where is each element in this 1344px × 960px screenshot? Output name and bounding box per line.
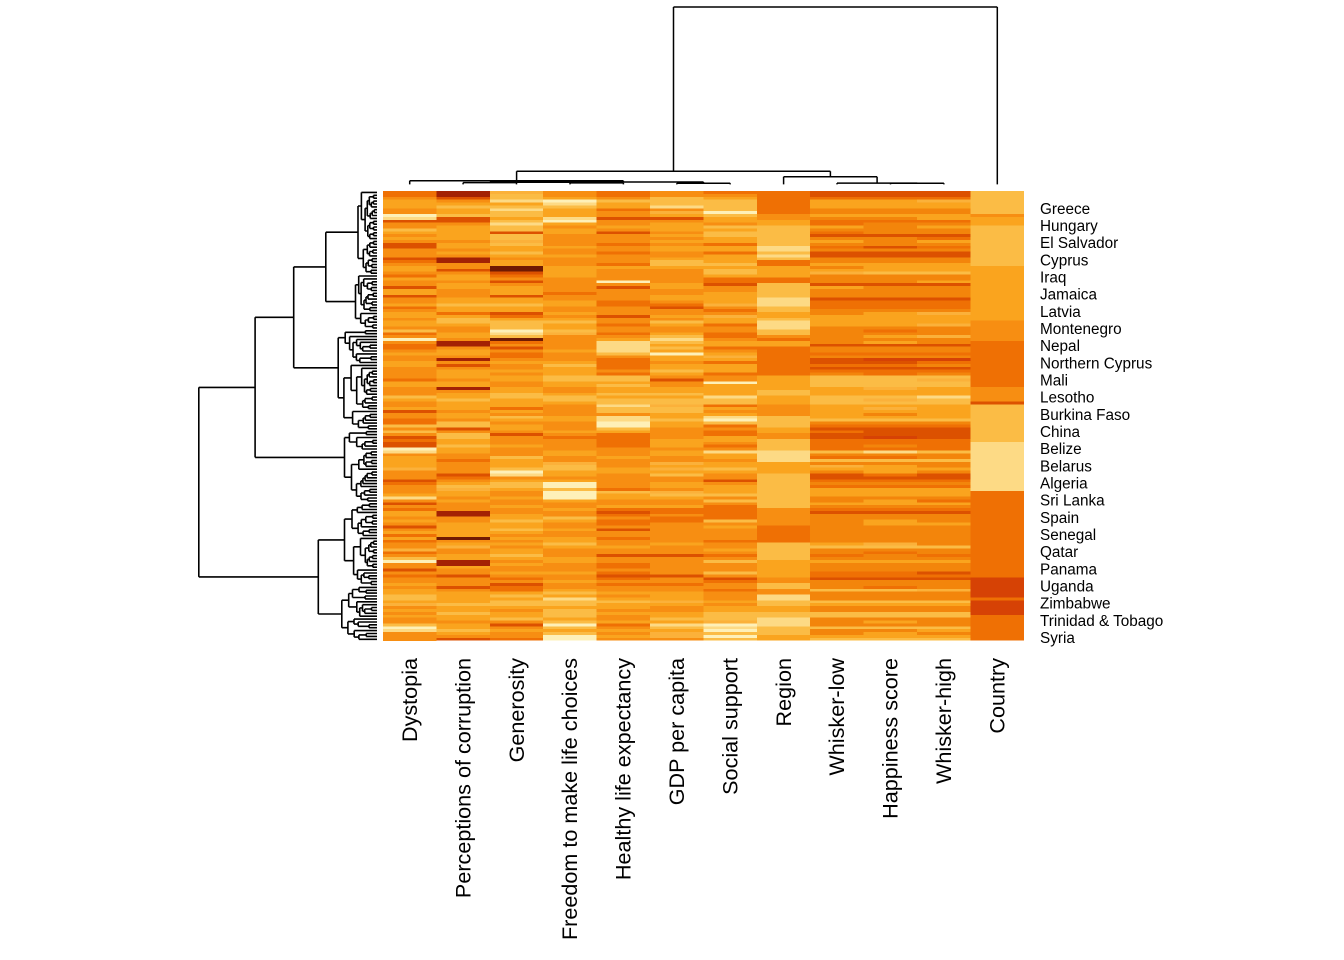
svg-text:Latvia: Latvia: [1040, 304, 1081, 321]
svg-text:Uganda: Uganda: [1040, 579, 1094, 596]
svg-text:Happiness score: Happiness score: [878, 658, 903, 819]
svg-text:Jamaica: Jamaica: [1040, 287, 1097, 304]
svg-text:Region: Region: [771, 658, 796, 726]
svg-text:Generosity: Generosity: [504, 658, 529, 763]
svg-text:Qatar: Qatar: [1040, 544, 1078, 561]
svg-text:Social support: Social support: [717, 658, 742, 795]
svg-text:Greece: Greece: [1040, 201, 1090, 218]
svg-text:Cyprus: Cyprus: [1040, 252, 1089, 269]
svg-text:Syria: Syria: [1040, 630, 1075, 647]
svg-text:Burkina Faso: Burkina Faso: [1040, 407, 1130, 424]
svg-text:Sri Lanka: Sri Lanka: [1040, 493, 1105, 510]
svg-text:Algeria: Algeria: [1040, 476, 1088, 493]
svg-text:Lesotho: Lesotho: [1040, 390, 1094, 407]
svg-text:Spain: Spain: [1040, 510, 1079, 527]
svg-text:Belize: Belize: [1040, 441, 1082, 458]
svg-text:Iraq: Iraq: [1040, 270, 1066, 287]
svg-text:Zimbabwe: Zimbabwe: [1040, 596, 1111, 613]
svg-text:Belarus: Belarus: [1040, 458, 1092, 475]
svg-text:Country: Country: [984, 658, 1009, 734]
svg-text:Dystopia: Dystopia: [397, 657, 422, 742]
svg-text:Senegal: Senegal: [1040, 527, 1096, 544]
svg-text:Freedom to make life choices: Freedom to make life choices: [557, 658, 582, 940]
svg-text:Hungary: Hungary: [1040, 218, 1098, 235]
svg-text:Panama: Panama: [1040, 561, 1097, 578]
svg-text:GDP per capita: GDP per capita: [664, 657, 689, 805]
svg-text:Whisker-low: Whisker-low: [824, 658, 849, 776]
svg-text:Perceptions of corruption: Perceptions of corruption: [450, 658, 475, 898]
svg-text:Healthy life expectancy: Healthy life expectancy: [611, 658, 636, 880]
svg-text:Trinidad & Tobago: Trinidad & Tobago: [1040, 613, 1163, 630]
svg-text:Whisker-high: Whisker-high: [931, 658, 956, 784]
svg-text:Montenegro: Montenegro: [1040, 321, 1122, 338]
svg-text:Northern Cyprus: Northern Cyprus: [1040, 355, 1153, 372]
svg-text:El Salvador: El Salvador: [1040, 235, 1118, 252]
svg-text:China: China: [1040, 424, 1080, 441]
svg-text:Mali: Mali: [1040, 373, 1068, 390]
svg-text:Nepal: Nepal: [1040, 338, 1080, 355]
